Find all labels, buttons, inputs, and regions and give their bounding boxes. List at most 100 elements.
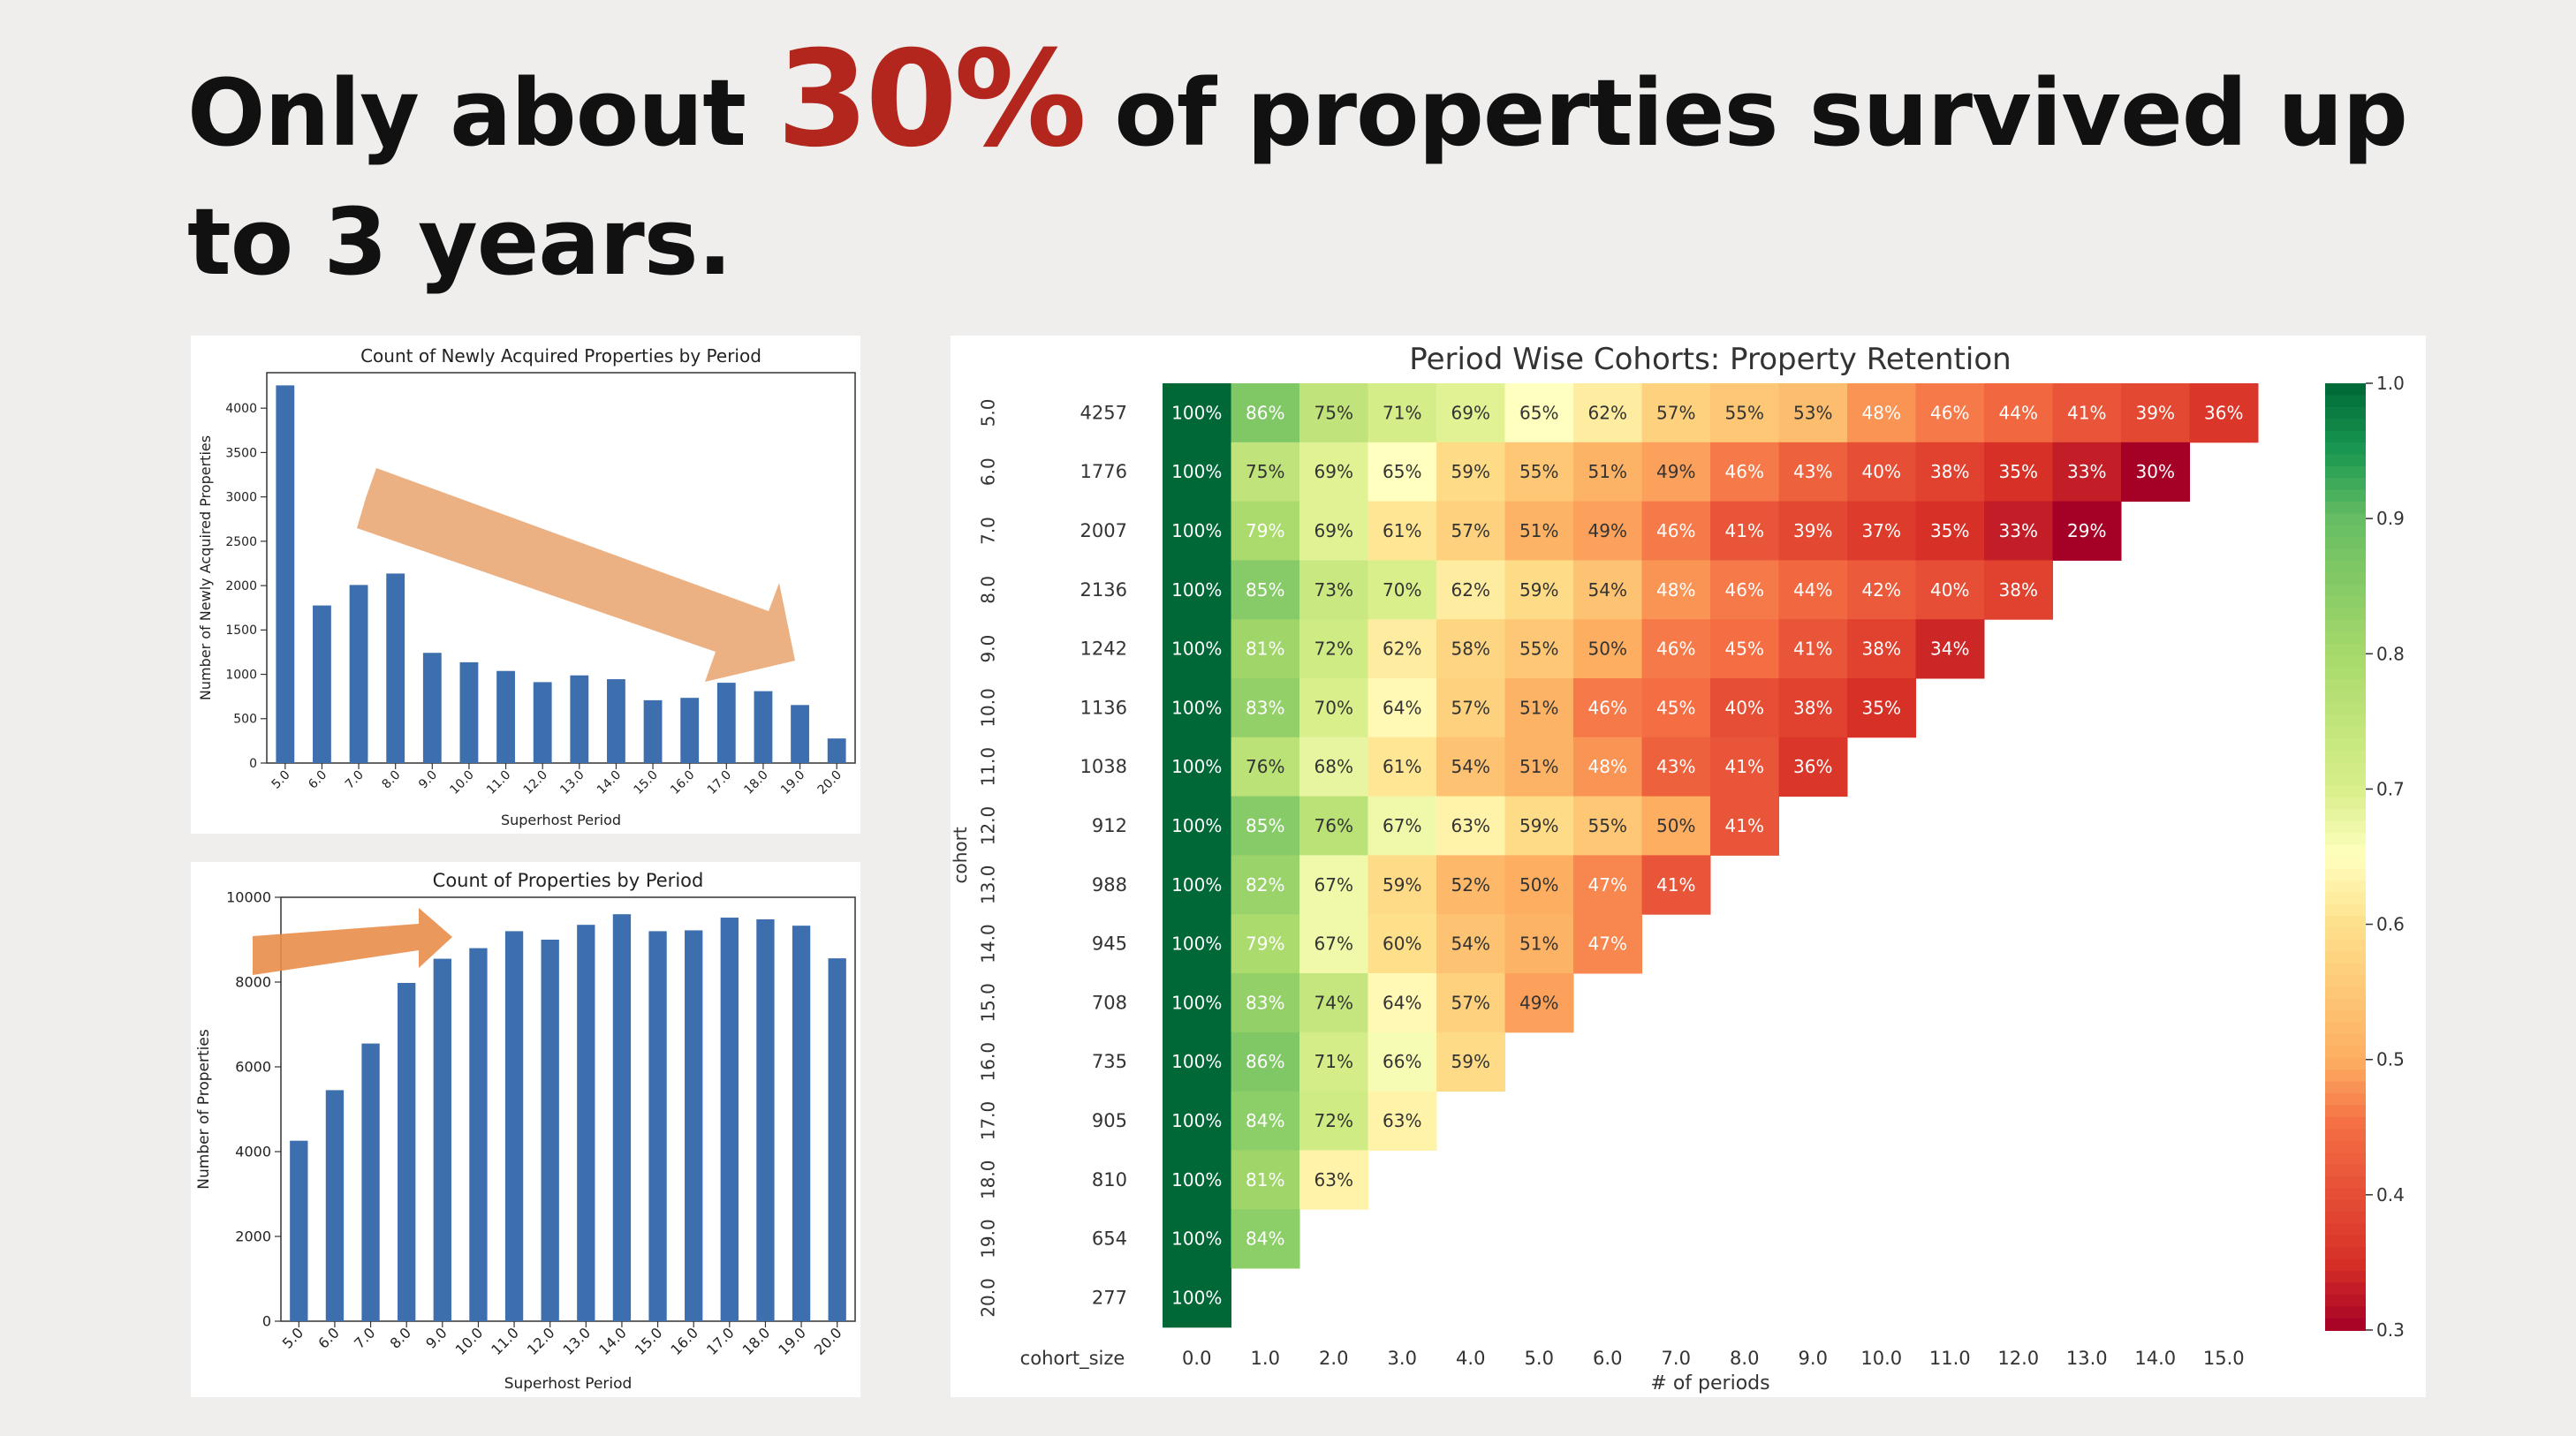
cell-value-label: 44% <box>1999 402 2038 423</box>
heatmap-cell <box>1299 855 1368 915</box>
bar <box>828 958 846 1321</box>
bar <box>325 1090 345 1321</box>
cell-value-label: 33% <box>1999 520 2038 541</box>
heatmap-cell <box>1436 914 1505 974</box>
cell-value-label: 100% <box>1171 1228 1222 1250</box>
heatmap-cell <box>1163 383 1231 443</box>
cell-value-label: 67% <box>1383 815 1421 836</box>
cell-value-label: 100% <box>1171 520 1222 541</box>
cell-value-label: 41% <box>1793 639 1832 660</box>
heatmap-cell <box>1163 678 1231 738</box>
y-tick-label: 4000 <box>235 1144 271 1160</box>
colorbar-segment <box>2325 1164 2366 1177</box>
cell-value-label: 41% <box>1725 756 1764 777</box>
cell-value-label: 84% <box>1246 1110 1284 1131</box>
y-tick-label: 3000 <box>225 491 257 505</box>
colorbar-segment <box>2325 584 2366 598</box>
cell-value-label: 100% <box>1171 1110 1222 1131</box>
cell-value-label: 59% <box>1451 1051 1490 1072</box>
bar <box>791 705 809 763</box>
cell-value-label: 83% <box>1246 697 1284 718</box>
heatmap-cell <box>1368 1091 1437 1151</box>
cell-value-label: 41% <box>2067 402 2106 423</box>
cell-value-label: 51% <box>1519 756 1558 777</box>
headline-part-2: of properties survived up to 3 years. <box>187 59 2408 296</box>
row-tick-label: 14.0 <box>978 924 999 964</box>
total-properties-bar-chart: Count of Properties by Period 0 2000 4000 60… <box>195 870 856 1393</box>
x-tick-label: 8.0 <box>387 1324 414 1351</box>
colorbar-segment <box>2325 548 2366 562</box>
cell-value-label: 46% <box>1656 520 1695 541</box>
heatmap-cell <box>1504 855 1574 915</box>
cell-value-label: 63% <box>1315 1169 1353 1190</box>
heatmap-cell <box>1368 737 1437 797</box>
heatmap-cell <box>1231 973 1300 1033</box>
cell-value-label: 100% <box>1171 933 1222 955</box>
col-tick-label: 15.0 <box>2203 1348 2245 1369</box>
heatmap-cell <box>1163 560 1231 620</box>
heatmap-cell <box>1504 973 1574 1033</box>
cohort-size-value: 1776 <box>1080 461 1127 482</box>
x-tick-label: 5.0 <box>269 768 293 792</box>
new-properties-bar-chart: Count of Newly Acquired Properties by Pe… <box>197 345 856 828</box>
cell-value-label: 38% <box>1930 461 1969 482</box>
cell-value-label: 54% <box>1588 579 1627 601</box>
heatmap-cell <box>1299 973 1368 1033</box>
bar <box>361 1043 380 1321</box>
heatmap-cell <box>1231 678 1300 738</box>
cell-value-label: 50% <box>1656 815 1695 836</box>
col-tick-label: 6.0 <box>1593 1348 1622 1369</box>
heatmap-cell <box>1299 737 1368 797</box>
cohort-size-value: 654 <box>1092 1228 1127 1250</box>
heatmap-cell <box>1163 501 1231 561</box>
heatmap-cell <box>1231 855 1300 915</box>
heatmap-cell <box>1231 1032 1300 1092</box>
x-tick-label: 19.0 <box>775 1324 809 1358</box>
colorbar-segment <box>2325 1212 2366 1225</box>
row-tick-label: 17.0 <box>978 1101 999 1141</box>
cell-value-label: 55% <box>1519 461 1558 482</box>
cohort-size-value: 277 <box>1092 1287 1127 1308</box>
heatmap-cell <box>1778 383 1848 443</box>
heatmap-cell <box>1778 560 1848 620</box>
cell-value-label: 64% <box>1383 697 1421 718</box>
cell-value-label: 35% <box>1999 461 2038 482</box>
slide-headline: Only about 30% of properties survived up… <box>187 34 2484 306</box>
heatmap-cell <box>1915 383 1985 443</box>
cell-value-label: 82% <box>1246 874 1284 896</box>
x-tick-label: 20.0 <box>815 768 845 797</box>
colorbar-segment <box>2325 1069 2366 1083</box>
colorbar-segment <box>2325 465 2366 480</box>
row-tick-label: 9.0 <box>978 635 999 663</box>
cohort-size-value: 905 <box>1092 1110 1127 1131</box>
colorbar-segment <box>2325 667 2366 680</box>
heatmap-cell <box>1436 678 1505 738</box>
cohort-size-column-label: cohort_size <box>1020 1348 1125 1370</box>
x-tick-label: 10.0 <box>452 1324 487 1358</box>
cell-value-label: 65% <box>1519 402 1558 423</box>
cell-value-label: 72% <box>1315 1110 1353 1131</box>
cell-value-label: 55% <box>1725 402 1764 423</box>
heatmap-cell <box>1231 383 1300 443</box>
colorbar-segment <box>2325 1258 2366 1272</box>
heatmap-cell <box>1710 619 1779 679</box>
cell-value-label: 36% <box>2204 402 2243 423</box>
row-tick-label: 13.0 <box>978 865 999 905</box>
heatmap-cell <box>1984 560 2053 620</box>
cell-value-label: 100% <box>1171 639 1222 660</box>
heatmap-cell <box>1163 1268 1231 1328</box>
cell-value-label: 64% <box>1383 992 1421 1013</box>
heatmap-cell <box>1163 855 1231 915</box>
cell-value-label: 71% <box>1383 402 1421 423</box>
colorbar-segment <box>2325 478 2366 491</box>
x-tick-label: 12.0 <box>524 1324 558 1358</box>
colorbar-segment <box>2325 608 2366 621</box>
colorbar-segment <box>2325 986 2366 1000</box>
colorbar-segment <box>2325 643 2366 657</box>
heatmap-cell <box>1163 973 1231 1033</box>
cell-value-label: 79% <box>1246 520 1284 541</box>
heatmap-cell <box>1915 560 1985 620</box>
chart-title: Count of Newly Acquired Properties by Pe… <box>360 345 761 367</box>
heatmap-cell <box>1163 1150 1231 1210</box>
cell-value-label: 38% <box>1999 579 2038 601</box>
